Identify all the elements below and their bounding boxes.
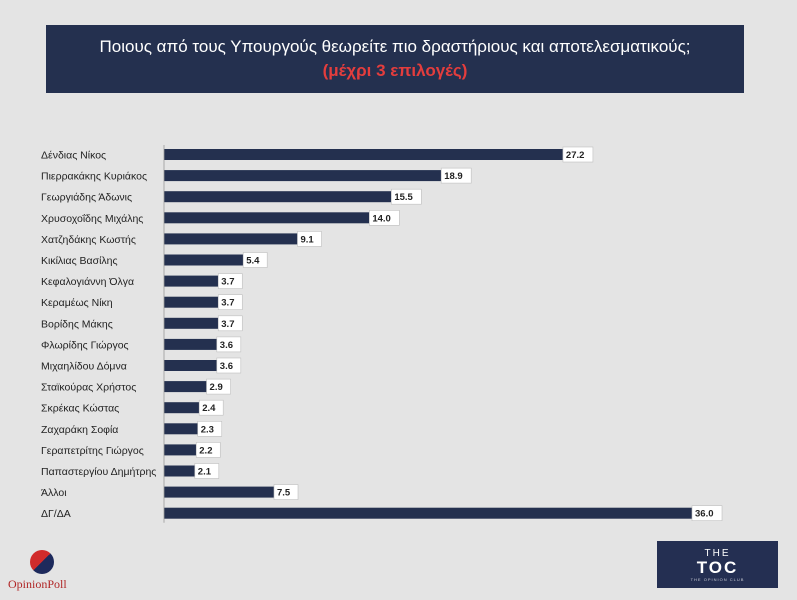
value-label: 18.9 — [444, 171, 463, 182]
chart-subtitle: (μέχρι 3 επιλογές) — [322, 61, 468, 80]
value-label-box — [440, 167, 472, 184]
bar — [164, 465, 195, 477]
bar — [164, 254, 244, 266]
opinionpoll-logo: OpinionPoll — [8, 550, 98, 595]
value-label-box — [217, 315, 243, 332]
bar — [164, 233, 298, 245]
bar — [164, 507, 692, 519]
bar — [164, 296, 219, 308]
opinionpoll-logo-icon — [30, 550, 54, 574]
value-label: 2.1 — [198, 467, 212, 478]
value-label: 3.6 — [220, 340, 233, 351]
category-label: Σκρέκας Κώστας — [41, 403, 119, 415]
opinionpoll-logo-text: OpinionPoll — [8, 577, 67, 591]
thetoc-logo-top: THE — [704, 547, 731, 559]
category-label: Γεραπετρίτης Γιώργος — [41, 445, 144, 457]
thetoc-logo: THE TOC THE OPINION CLUB — [657, 541, 778, 588]
bar — [164, 212, 370, 224]
bar — [164, 338, 217, 350]
value-label-box — [242, 252, 268, 268]
chart-title: Ποιους από τους Υπουργούς θεωρείτε πιο δ… — [99, 37, 691, 56]
category-label: Φλωρίδης Γιώργος — [41, 339, 129, 351]
bar — [164, 317, 219, 329]
value-label: 3.6 — [220, 361, 233, 372]
value-label-box — [691, 505, 723, 522]
category-label: Χατζηδάκης Κωστής — [41, 234, 136, 246]
value-label: 36.0 — [695, 509, 714, 520]
value-label-box — [216, 336, 242, 353]
thetoc-logo-main: TOC — [696, 557, 739, 577]
value-label: 27.2 — [566, 150, 585, 161]
value-label: 2.4 — [202, 403, 216, 414]
value-label-box — [194, 463, 220, 479]
value-label-box — [217, 294, 243, 311]
value-label-box — [216, 357, 242, 374]
category-label: Γεωργιάδης Άδωνις — [41, 192, 132, 204]
value-label-box — [197, 420, 223, 437]
category-label: Ζαχαράκη Σοφία — [41, 424, 118, 436]
value-label: 14.0 — [372, 213, 391, 224]
value-label: 3.7 — [221, 277, 234, 288]
bar — [164, 423, 198, 435]
category-label: Κικίλιας Βασίλης — [41, 255, 118, 267]
bar — [164, 191, 392, 203]
value-label-box — [562, 146, 594, 163]
category-label: Άλλοι — [41, 487, 67, 499]
chart-title-box: Ποιους από τους Υπουργούς θεωρείτε πιο δ… — [46, 25, 744, 93]
value-label-box — [206, 378, 231, 395]
value-label-box — [217, 273, 243, 289]
value-label: 2.9 — [210, 382, 223, 393]
value-label: 15.5 — [394, 192, 413, 203]
value-label-box — [273, 484, 299, 500]
category-label: Δένδιας Νίκος — [41, 150, 106, 162]
value-label: 2.3 — [201, 424, 214, 435]
value-label: 5.4 — [246, 256, 260, 267]
category-label: Κεραμέως Νίκη — [41, 297, 113, 309]
bar — [164, 275, 219, 287]
category-label: ΔΓ/ΔΑ — [41, 508, 71, 520]
value-label-box — [369, 210, 400, 226]
bar — [164, 360, 217, 371]
bar — [164, 149, 563, 160]
bar — [164, 381, 207, 393]
category-label: Κεφαλογιάννη Όλγα — [41, 276, 134, 288]
value-label-box — [297, 231, 322, 247]
value-label-box — [198, 399, 224, 416]
value-label: 3.7 — [221, 319, 234, 330]
category-label: Παπαστεργίου Δημήτρης — [41, 466, 156, 478]
value-label: 7.5 — [277, 488, 291, 499]
thetoc-logo-small: THE OPINION CLUB — [690, 576, 745, 582]
bar — [164, 486, 274, 498]
value-label: 3.7 — [221, 298, 234, 309]
category-label: Πιερρακάκης Κυριάκος — [41, 171, 147, 183]
category-label: Βορίδης Μάκης — [41, 318, 113, 330]
bar — [164, 444, 197, 456]
category-label: Χρυσοχοΐδης Μιχάλης — [41, 213, 143, 225]
value-label-box — [195, 442, 221, 458]
bar — [164, 402, 200, 414]
value-label-box — [391, 188, 422, 205]
value-label: 2.2 — [199, 445, 212, 456]
category-label: Μιχαηλίδου Δόμνα — [41, 361, 127, 373]
category-label: Σταϊκούρας Χρήστος — [41, 382, 136, 394]
bar — [164, 170, 442, 182]
value-label: 9.1 — [300, 234, 314, 245]
